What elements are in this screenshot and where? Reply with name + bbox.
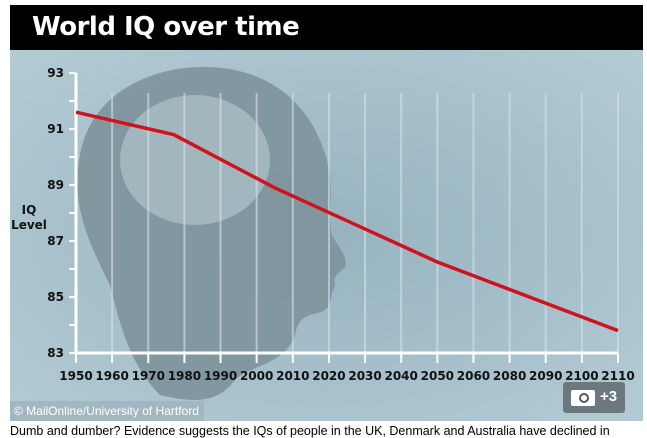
header-bar: World IQ over time xyxy=(10,5,643,50)
y-tick-label: 83 xyxy=(47,346,64,360)
x-tick-label: 2100 xyxy=(565,369,598,383)
image-caption: Dumb and dumber? Evidence suggests the I… xyxy=(10,424,610,438)
credit-text: © MailOnline/University of Hartford xyxy=(10,401,204,421)
x-tick-label: 1960 xyxy=(95,369,128,383)
x-tick-label: 2110 xyxy=(601,369,634,383)
y-tick-label: 87 xyxy=(47,234,64,248)
x-tick-label: 1990 xyxy=(204,369,237,383)
x-tick-label: 2050 xyxy=(421,369,454,383)
series-line-iq xyxy=(75,110,619,333)
y-tick-label: 93 xyxy=(47,66,64,80)
iq-line-chart: 93 91 89 87 85 83 1950 1960 1970 1980 1990 2000 201… xyxy=(10,50,643,421)
x-tick-label: 1980 xyxy=(168,369,201,383)
head-silhouette xyxy=(77,66,346,400)
y-axis-label-line1: IQ xyxy=(22,203,37,217)
gallery-count: +3 xyxy=(600,388,618,405)
chart-title: World IQ over time xyxy=(32,12,300,42)
x-tick-label: 2020 xyxy=(312,369,345,383)
x-tick-label: 2090 xyxy=(529,369,562,383)
gallery-button[interactable]: +3 xyxy=(563,382,625,413)
x-tick-label: 1950 xyxy=(59,369,92,383)
x-tick-label: 2060 xyxy=(457,369,490,383)
x-tick-label: 2010 xyxy=(276,369,309,383)
x-tick-label: 1970 xyxy=(132,369,165,383)
y-tick-label: 85 xyxy=(47,290,64,304)
x-tick-label: 2030 xyxy=(348,369,381,383)
x-tick-label: 2040 xyxy=(384,369,417,383)
globe-highlight xyxy=(120,95,270,225)
x-tick-label: 2080 xyxy=(493,369,526,383)
y-tick-label: 89 xyxy=(47,178,64,192)
y-tick-label: 91 xyxy=(47,122,64,136)
y-axis-label-line2: Level xyxy=(11,218,47,232)
x-tick-label: 2000 xyxy=(240,369,273,383)
infographic: 93 91 89 87 85 83 1950 1960 1970 1980 1990 2000 201… xyxy=(10,5,643,421)
camera-icon xyxy=(571,390,595,406)
